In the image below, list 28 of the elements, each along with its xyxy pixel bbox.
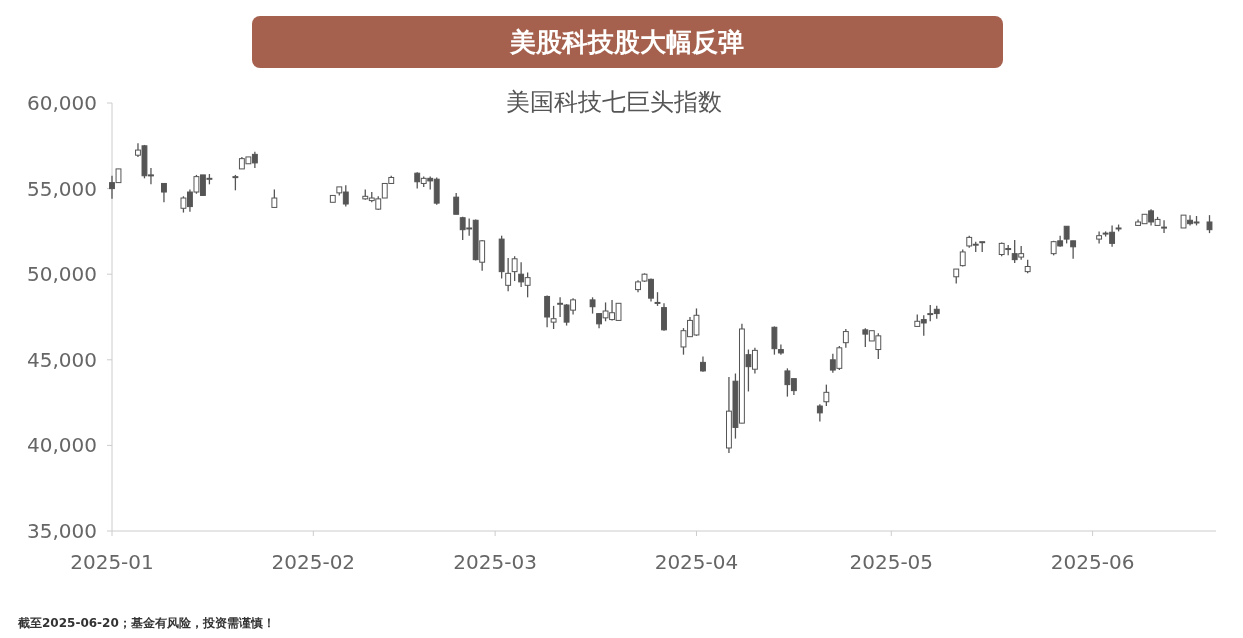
- candlestick: [1161, 219, 1167, 234]
- y-tick-label: 40,000: [27, 433, 97, 458]
- candlestick: [505, 257, 512, 292]
- candlestick: [823, 383, 830, 407]
- candlestick: [544, 294, 551, 328]
- y-tick-label: 55,000: [27, 176, 97, 201]
- chart-subtitle: 美国科技七巨头指数: [506, 88, 722, 116]
- x-tick-label: 2025-01: [70, 550, 154, 574]
- text: 截至2025-06-20；基金有风险，投资需谨慎！: [17, 616, 275, 630]
- candlestick: [661, 302, 667, 332]
- x-tick-label: 2025-04: [654, 550, 739, 574]
- x-tick-label: 2025-03: [453, 550, 537, 574]
- candlestick: [453, 192, 460, 215]
- y-tick-label: 35,000: [27, 519, 97, 543]
- x-tick-label: 2025-02: [271, 550, 356, 574]
- y-tick-label: 60,000: [27, 91, 97, 115]
- y-tick-label: 50,000: [27, 262, 97, 287]
- candlestick: [550, 305, 557, 330]
- candlestick: [771, 325, 778, 356]
- candlestick: [1070, 240, 1077, 260]
- candlestick: [777, 343, 784, 356]
- candlestick: [161, 182, 167, 203]
- x-tick-label: 2025-06: [1050, 550, 1135, 574]
- y-tick-label: 45,000: [27, 347, 97, 372]
- candlestick: [842, 328, 849, 349]
- x-tick-label: 2025-05: [849, 550, 934, 574]
- chart-title: 美股科技股大幅反弹: [509, 27, 744, 57]
- candlestick: [511, 255, 518, 282]
